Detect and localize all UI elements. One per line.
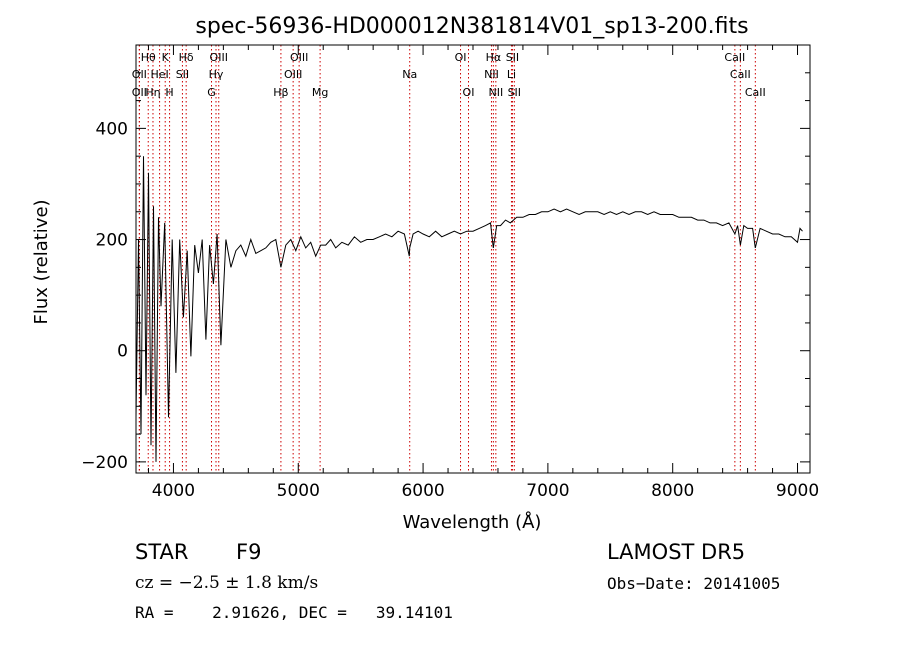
survey-name: LAMOST DR5	[607, 540, 746, 564]
line-marker-label: CaII	[730, 68, 751, 81]
redshift-readout: cz = −2.5 ± 1.8 km/s	[135, 573, 319, 593]
line-marker-label: SII	[508, 86, 521, 99]
line-marker-label: SII	[176, 68, 189, 81]
line-marker-label: Hα	[486, 51, 502, 64]
x-tick-label: 5000	[277, 481, 320, 501]
x-tick-label: 4000	[152, 481, 195, 501]
line-marker-label: Hη	[145, 86, 160, 99]
x-axis-label: Wavelength (Å)	[403, 511, 542, 533]
x-axis-ticks: 4000 5000 6000 7000 8000 9000	[147, 45, 819, 501]
x-tick-label: 9000	[776, 481, 819, 501]
line-marker-label: CaII	[745, 86, 766, 99]
line-marker-label: OIII	[210, 51, 228, 64]
line-markers	[138, 45, 756, 473]
y-axis-ticks: −200 0 200 400	[81, 72, 810, 473]
y-axis-label: Flux (relative)	[31, 199, 52, 324]
line-marker-label: Hθ	[141, 51, 156, 64]
line-marker-label: Mg	[312, 86, 328, 99]
line-marker-label: NII	[488, 86, 503, 99]
line-marker-label: Hβ	[273, 86, 288, 99]
line-marker-label: OII	[132, 68, 147, 81]
y-tick-label: −200	[81, 453, 128, 473]
line-marker-label: K	[162, 51, 170, 64]
line-marker-label: OIII	[290, 51, 308, 64]
spectral-subclass: F9	[236, 540, 262, 564]
y-tick-label: 200	[96, 231, 128, 251]
line-marker-label: OI	[463, 86, 475, 99]
y-tick-label: 400	[96, 119, 128, 139]
line-marker-label: CaII	[724, 51, 745, 64]
line-marker-label: OI	[455, 51, 467, 64]
line-marker-label: Na	[402, 68, 417, 81]
line-marker-label: Hγ	[209, 68, 224, 81]
line-marker-label: Hδ	[179, 51, 194, 64]
spectrum-line	[135, 156, 803, 462]
observation-date: Obs−Date: 20141005	[607, 574, 781, 593]
line-marker-label: Li	[507, 68, 516, 81]
line-marker-label: SII	[506, 51, 519, 64]
y-tick-label: 0	[117, 342, 128, 362]
plot-frame	[135, 44, 811, 474]
line-marker-label: HeI	[150, 68, 168, 81]
line-marker-label: OIII	[284, 68, 302, 81]
x-tick-label: 6000	[401, 481, 444, 501]
x-tick-label: 7000	[526, 481, 569, 501]
object-class: STAR	[135, 540, 189, 564]
coordinates: RA = 2.91626, DEC = 39.14101	[135, 603, 453, 622]
x-tick-label: 8000	[651, 481, 694, 501]
line-marker-label: G	[207, 86, 216, 99]
line-marker-label: NII	[484, 68, 499, 81]
chart-title: spec-56936-HD000012N381814V01_sp13-200.f…	[195, 14, 748, 39]
line-marker-label: H	[165, 86, 173, 99]
